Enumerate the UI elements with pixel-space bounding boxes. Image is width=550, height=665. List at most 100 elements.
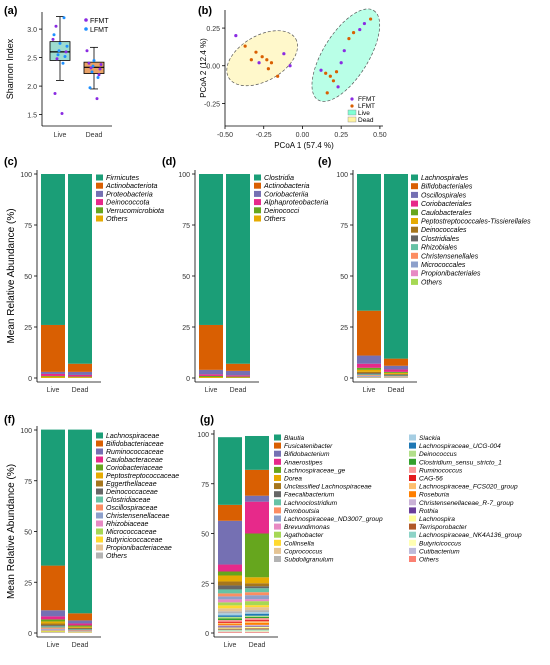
legend-label: Propionibacteriales xyxy=(421,271,481,278)
legend-swatch xyxy=(409,434,416,441)
bar-segment-lachnospiraceae-ucg-004 xyxy=(218,615,242,617)
y-tick-label-b: -0.25 xyxy=(204,101,220,108)
panel-label-f: (f) xyxy=(4,414,15,426)
legend-label: Brevundimonas xyxy=(284,524,331,531)
bar-segment-coriobacteriaceae xyxy=(41,619,65,622)
y-tick-label: 0 xyxy=(28,631,32,638)
bar-segment-coriobacteriaceae xyxy=(68,625,92,627)
x-tick-label-b: -0.25 xyxy=(256,132,272,139)
point-lfmt xyxy=(351,30,356,35)
point-lfmt xyxy=(65,44,69,48)
point-lfmt xyxy=(265,58,269,62)
legend-label: Bifidobacterium xyxy=(284,451,330,458)
legend-swatch xyxy=(411,226,418,233)
legend-label: Clostridium_sensu_stricto_1 xyxy=(419,459,502,466)
legend-label: Deinococcus xyxy=(419,451,457,458)
bar-segment-anaerostipes xyxy=(245,501,269,534)
point-lfmt xyxy=(62,16,66,20)
legend-swatch xyxy=(409,515,416,522)
x-tick-label: Dead xyxy=(72,387,89,394)
legend-swatch xyxy=(409,547,416,554)
point-ffmt xyxy=(99,62,103,66)
bar-segment-bifidobacteriaceae xyxy=(68,613,92,621)
legend-label: Butyricicoccus xyxy=(419,540,462,547)
point-lfmt xyxy=(331,79,336,83)
bar-segment-deinococcaceae xyxy=(68,628,92,630)
x-tick-label-b: 0.50 xyxy=(373,132,387,139)
legend-label: Butyricicoccaceae xyxy=(106,537,163,544)
point-lfmt xyxy=(243,44,247,48)
bar-segment-deinococci xyxy=(226,376,250,378)
bar-segment-others xyxy=(357,377,381,378)
legend-swatch xyxy=(274,539,281,546)
point-lfmt xyxy=(249,58,253,62)
legend-swatch xyxy=(274,450,281,457)
bar-segment-ruminococcaceae xyxy=(41,610,65,617)
legend-label: Faecalibacterium xyxy=(284,492,335,499)
legend-swatch xyxy=(274,556,281,562)
bar-segment-clostridiaceae xyxy=(68,629,92,630)
bar-segment-caulobacterales xyxy=(357,367,381,370)
bar-segment-slackia xyxy=(245,612,269,614)
legend-swatch xyxy=(274,466,281,473)
bar-segment-others xyxy=(41,632,65,633)
legend-label: Proteobacteria xyxy=(106,189,153,198)
y-tick-label-a: 2.0 xyxy=(27,84,37,91)
y-tick-label: 100 xyxy=(197,432,209,439)
bar-segment-oscillospirales xyxy=(384,365,408,370)
panel-label-c: (c) xyxy=(4,156,18,168)
legend-swatch xyxy=(254,207,261,214)
bar-segment-actinobacteria xyxy=(199,324,223,370)
legend-label: Coriobacteriia xyxy=(264,189,308,198)
panel-e: (e) 0 25 50 75 100 Live Dead Lachnospirales Bifid… xyxy=(318,156,531,394)
legend-swatch xyxy=(254,182,261,189)
point-ffmt xyxy=(288,64,292,68)
legend-swatch xyxy=(411,244,418,251)
panel-label-d: (d) xyxy=(162,156,176,168)
legend-swatch xyxy=(96,207,103,214)
legend-swatch xyxy=(274,442,281,449)
legend-label: Coriobacteriaceae xyxy=(106,465,163,472)
bar-segment-lachnospiraceae-ucg-004 xyxy=(245,613,269,616)
legend-label: Oscillospiraceae xyxy=(106,505,157,512)
legend-swatch xyxy=(274,507,281,514)
legend-swatch xyxy=(411,270,418,277)
y-tick-label: 0 xyxy=(28,376,32,383)
bar-segment-collinsella xyxy=(245,605,269,608)
bar-segment-unclassified-lachnospiraceae xyxy=(218,581,242,586)
legend-label: Fusicatenibacter xyxy=(284,443,333,450)
panel-label-g: (g) xyxy=(200,414,214,426)
bar-segment-alphaproteobacteria xyxy=(226,375,250,377)
point-ffmt xyxy=(60,111,64,115)
x-tick-label: Dead xyxy=(388,387,405,394)
legend-swatch xyxy=(96,432,103,439)
point-ffmt xyxy=(55,57,59,61)
bar-segment-blautia xyxy=(245,435,269,470)
bar-segment-clostridium-sensu-stricto-1 xyxy=(245,616,269,619)
legend-swatch xyxy=(411,235,418,242)
bar-segment-others xyxy=(199,376,223,378)
legend-swatch xyxy=(411,261,418,268)
point-ffmt xyxy=(282,52,286,56)
bar-segment-micrococcaceae xyxy=(41,630,65,632)
legend-swatch xyxy=(274,523,281,530)
legend-swatch xyxy=(409,442,416,449)
bar-segment-lachnospiraceae-ge xyxy=(218,571,242,576)
bar-segment-caulobacterales xyxy=(384,371,408,373)
legend-label-lfmt: LFMT xyxy=(358,103,375,110)
bar-segment-rhizobiales xyxy=(357,374,381,376)
panel-f: (f) 0 25 50 75 100 Live Dead Mean Relative Abund… xyxy=(4,414,179,649)
legend-swatch xyxy=(96,552,103,559)
y-tick-label: 100 xyxy=(178,172,190,179)
point-ffmt xyxy=(89,66,93,70)
legend-label: Clostridia xyxy=(264,173,294,182)
point-lfmt xyxy=(63,54,67,58)
legend-swatch xyxy=(409,531,416,538)
bar-segment-others xyxy=(245,632,269,633)
legend-swatch xyxy=(411,209,418,216)
legend-swatch xyxy=(409,466,416,473)
bar-segment-rhizobiales xyxy=(384,375,408,377)
legend-label: Deinococcales xyxy=(421,227,467,234)
legend-swatch-dead xyxy=(347,116,357,123)
bar-segment-unclassified-lachnospiraceae xyxy=(245,583,269,587)
